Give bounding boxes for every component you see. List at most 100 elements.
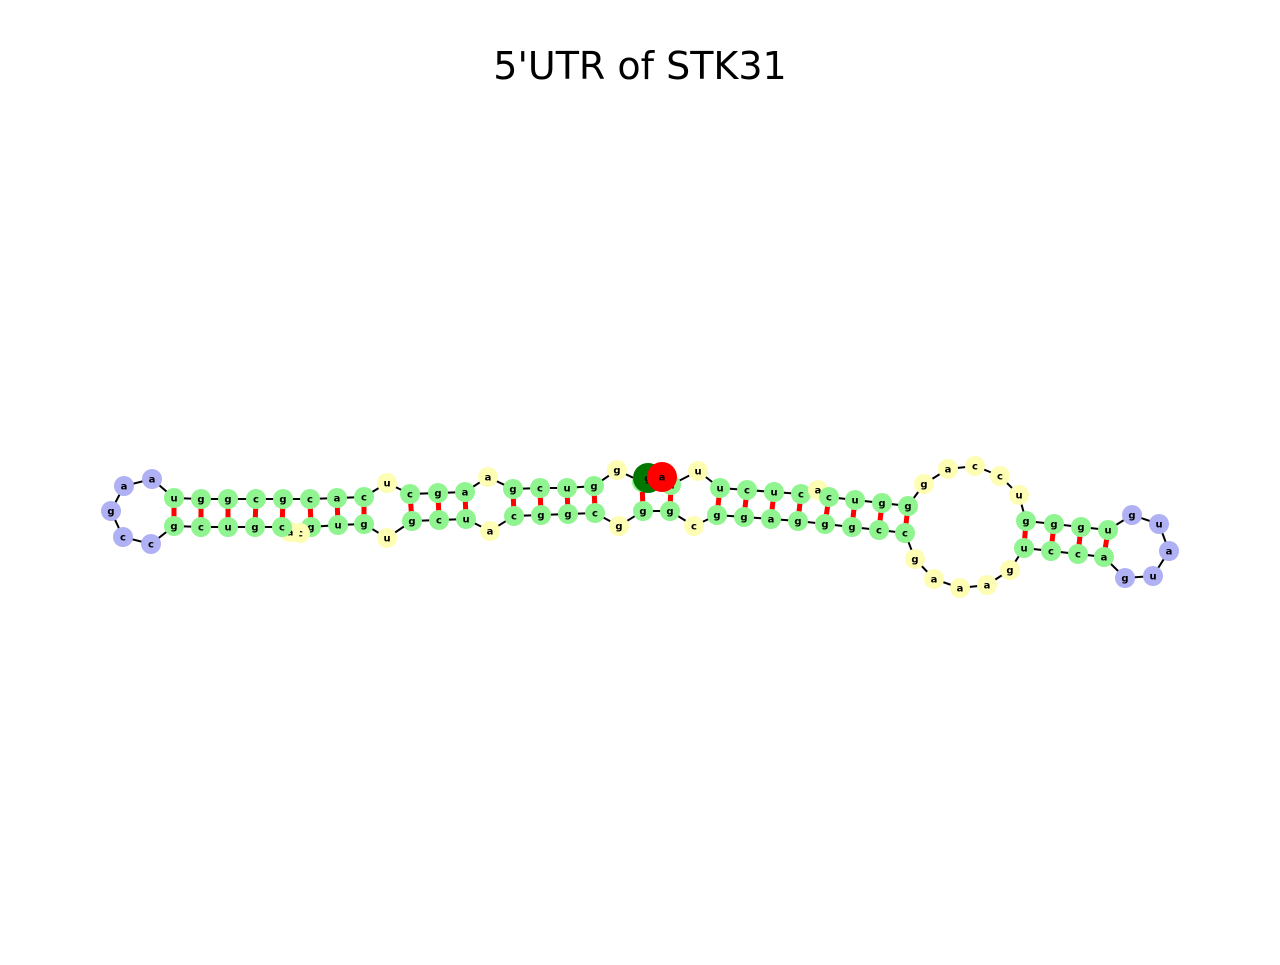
nucleotide-stem: u <box>1098 520 1118 540</box>
nucleotide-label: c <box>436 516 442 527</box>
nucleotide-label: g <box>434 489 441 500</box>
nucleotide-circle <box>428 483 448 503</box>
end-marker-circle <box>647 462 677 492</box>
nucleotide-circle <box>557 478 577 498</box>
nucleotide-label: g <box>107 507 114 518</box>
nucleotide-stem: g <box>660 501 680 521</box>
nucleotide-circle <box>142 469 162 489</box>
nucleotide-circle <box>429 510 449 530</box>
nucleotide-label: u <box>694 467 701 478</box>
nucleotide-label: g <box>666 507 673 518</box>
nucleotide-label: c <box>972 462 978 473</box>
nucleotide-label: c <box>691 522 697 533</box>
nucleotide-label: g <box>408 517 415 528</box>
nucleotide-label: g <box>615 522 622 533</box>
nucleotide-circle <box>584 476 604 496</box>
nucleotide-circle <box>845 490 865 510</box>
nucleotide-label: g <box>251 523 258 534</box>
nucleotide-circle <box>455 482 475 502</box>
nucleotide-stem: g <box>633 501 653 521</box>
nucleotide-label: c <box>1048 547 1054 558</box>
nucleotide-stem: g <box>898 496 918 516</box>
nucleotide-circle <box>898 496 918 516</box>
nucleotide-circle <box>327 488 347 508</box>
nucleotide-circle <box>842 517 862 537</box>
nucleotide-label: c <box>361 493 367 504</box>
nucleotide-circle <box>218 489 238 509</box>
nucleotide-circle <box>585 503 605 523</box>
nucleotide-circle <box>114 476 134 496</box>
nucleotide-circle <box>1143 566 1163 586</box>
nucleotide-loop: a <box>924 569 944 589</box>
nucleotide-label: c <box>407 490 413 501</box>
nucleotide-label: g <box>1077 523 1084 534</box>
nucleotide-hairpin: u <box>1143 566 1163 586</box>
nucleotide-label: u <box>1149 572 1156 583</box>
nucleotide-stem: c <box>191 517 211 537</box>
nucleotide-circle <box>914 474 934 494</box>
nucleotide-stem: c <box>819 487 839 507</box>
nucleotide-stem: g <box>531 505 551 525</box>
nucleotide-circle <box>660 501 680 521</box>
nucleotide-circle <box>684 516 704 536</box>
nucleotide-hairpin: c <box>113 527 133 547</box>
nucleotide-circle <box>164 488 184 508</box>
nucleotide-label: c <box>537 484 543 495</box>
nucleotide-circle <box>377 528 397 548</box>
nucleotide-label: c <box>744 486 750 497</box>
nucleotide-circle <box>1014 538 1034 558</box>
nucleotide-label: u <box>1155 520 1162 531</box>
nucleotide-label: g <box>713 511 720 522</box>
nucleotide-circle <box>990 466 1010 486</box>
nucleotide-label: c <box>997 472 1003 483</box>
nucleotide-stem: g <box>815 514 835 534</box>
nucleotide-loop: u <box>688 461 708 481</box>
nucleotide-stem: u <box>557 478 577 498</box>
nucleotide-loop: u <box>377 528 397 548</box>
nucleotide-stem: g <box>218 489 238 509</box>
nucleotide-circle <box>815 514 835 534</box>
nucleotide-circle <box>377 473 397 493</box>
nucleotide-circle <box>869 520 889 540</box>
nucleotide-label: a <box>487 527 494 538</box>
nucleotide-stem: u <box>845 490 865 510</box>
nucleotide-stem: a <box>455 482 475 502</box>
nucleotide-label: a <box>334 494 341 505</box>
nucleotide-circle <box>788 511 808 531</box>
nucleotide-circle <box>245 517 265 537</box>
nucleotide-label: c <box>148 540 154 551</box>
nucleotide-stem: g <box>842 517 862 537</box>
nucleotide-label: a <box>768 515 775 526</box>
nucleotide-loop: g <box>1000 560 1020 580</box>
nucleotide-stem: u <box>1014 538 1034 558</box>
nucleotide-label: g <box>509 485 516 496</box>
nucleotide-circle <box>688 461 708 481</box>
nucleotide-label: u <box>1015 491 1022 502</box>
nucleotide-label: g <box>1050 520 1057 531</box>
nucleotide-stem: c <box>246 489 266 509</box>
nucleotide-label: g <box>197 495 204 506</box>
nucleotide-circle <box>164 516 184 536</box>
nucleotide-stem: c <box>869 520 889 540</box>
nucleotide-stem: g <box>245 517 265 537</box>
nucleotide-label: u <box>383 534 390 545</box>
nucleotide-hairpin: g <box>1115 568 1135 588</box>
nucleotide-stem: g <box>402 511 422 531</box>
nucleotide-circle <box>819 487 839 507</box>
nucleotide-circle <box>480 521 500 541</box>
nucleotide-circle <box>609 516 629 536</box>
nucleotides: uggcgcacucgaagcuggcuuucucacugggaccugggug… <box>101 456 1179 598</box>
nucleotide-stem: c <box>895 523 915 543</box>
nucleotide-stem: u <box>328 515 348 535</box>
nucleotide-stem: g <box>1044 514 1064 534</box>
nucleotide-stem: g <box>354 514 374 534</box>
nucleotide-stem: g <box>191 489 211 509</box>
nucleotide-label: a <box>485 473 492 484</box>
nucleotide-circle <box>531 505 551 525</box>
nucleotide-circle <box>872 493 892 513</box>
nucleotide-label: c <box>297 529 303 540</box>
nucleotide-label: u <box>334 521 341 532</box>
nucleotide-stem: g <box>872 493 892 513</box>
nucleotide-label: g <box>590 482 597 493</box>
nucleotide-label: u <box>383 479 390 490</box>
